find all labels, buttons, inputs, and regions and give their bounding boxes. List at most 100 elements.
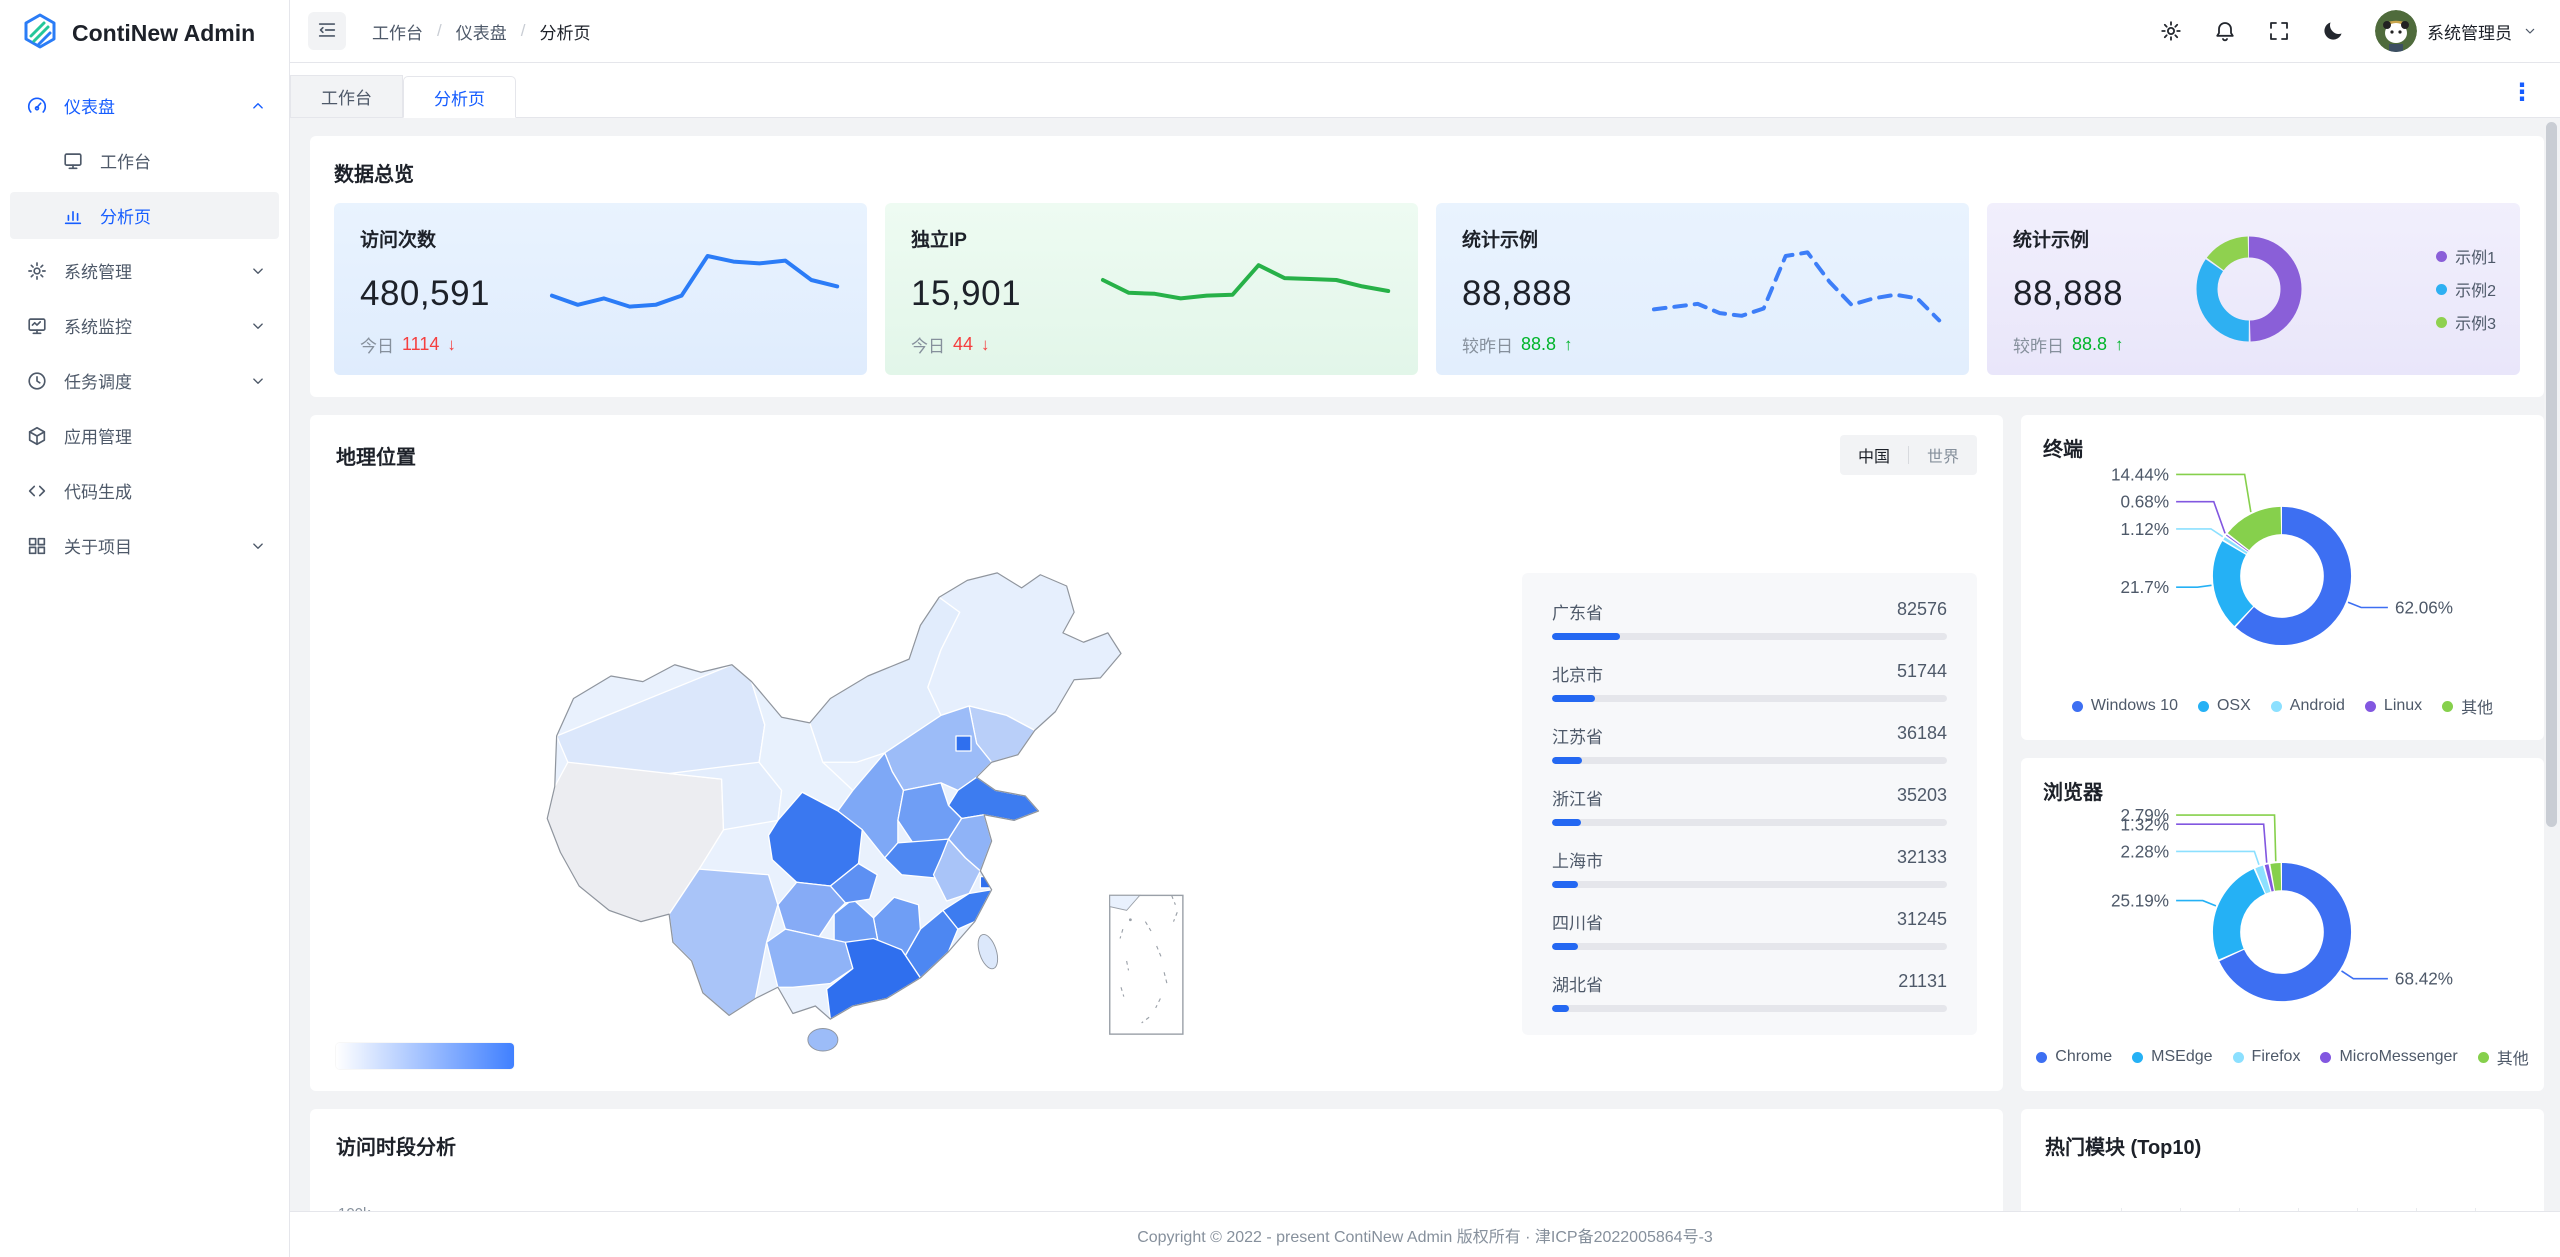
sidebar-item-应用管理[interactable]: 应用管理 bbox=[10, 412, 279, 459]
legend-item-Android[interactable]: Android bbox=[2270, 694, 2345, 718]
legend-item-示例2[interactable]: 示例2 bbox=[2436, 277, 2496, 301]
sidebar-item-关于项目[interactable]: 关于项目 bbox=[10, 522, 279, 569]
sparkline-chart bbox=[1100, 263, 1391, 301]
toggle-china[interactable]: 中国 bbox=[1857, 449, 1890, 466]
stat-card-统计示例: 统计示例 88,888 较昨日 88.8 ↑ bbox=[1436, 203, 1969, 375]
sidebar-item-分析页[interactable]: 分析页 bbox=[10, 192, 279, 239]
legend-label: 其他 bbox=[2496, 1051, 2529, 1068]
province-bar bbox=[1552, 881, 1947, 888]
stat-delta-label: 今日 bbox=[911, 337, 945, 356]
province-row-北京市: 北京市 51744 bbox=[1552, 661, 1947, 702]
province-name: 北京市 bbox=[1552, 666, 1603, 685]
app-logo[interactable]: ContiNew Admin bbox=[0, 0, 289, 66]
stat-value: 15,901 bbox=[911, 274, 1022, 313]
sidebar-item-仪表盘[interactable]: 仪表盘 bbox=[10, 82, 279, 129]
svg-text:2.79%: 2.79% bbox=[2120, 805, 2169, 825]
menu-fold-icon bbox=[316, 19, 338, 44]
chevron-down-icon bbox=[249, 317, 267, 335]
province-row-湖北省: 湖北省 21131 bbox=[1552, 971, 1947, 1012]
legend-dot bbox=[2270, 700, 2282, 712]
sidebar-item-工作台[interactable]: 工作台 bbox=[10, 137, 279, 184]
legend-dot bbox=[2477, 1051, 2489, 1063]
main-area: 工作台 / 仪表盘 / 分析页 bbox=[290, 0, 2560, 1257]
footer: Copyright © 2022 - present ContiNew Admi… bbox=[290, 1211, 2560, 1257]
fullscreen-icon[interactable] bbox=[2267, 19, 2291, 43]
geo-scope-toggle: 中国 世界 bbox=[1839, 435, 1977, 475]
scrollbar-thumb[interactable] bbox=[2546, 122, 2557, 827]
svg-text:1.32%: 1.32% bbox=[2120, 814, 2169, 834]
province-bar bbox=[1552, 633, 1947, 640]
china-map[interactable] bbox=[336, 481, 1522, 1086]
tab-工作台[interactable]: 工作台 bbox=[290, 75, 403, 117]
dark-mode-moon-icon[interactable] bbox=[2321, 19, 2345, 43]
breadcrumb-separator: / bbox=[437, 21, 442, 40]
user-menu[interactable]: 系统管理员 bbox=[2375, 10, 2538, 52]
sidebar-item-系统管理[interactable]: 系统管理 bbox=[10, 247, 279, 294]
topbar-actions: 系统管理员 bbox=[2159, 10, 2538, 52]
user-name[interactable]: 系统管理员 bbox=[2427, 23, 2512, 43]
sidebar: ContiNew Admin 仪表盘工作台分析页系统管理系统监控任务调度应用管理… bbox=[0, 0, 290, 1257]
province-value: 51744 bbox=[1896, 661, 1947, 681]
overview-section: 数据总览 访问次数 480,591 今日 1114 ↓ 独立IP 15,901 今日 44 ↓ 统计… bbox=[310, 136, 2544, 397]
dashboard-icon bbox=[26, 95, 48, 117]
notification-bell-icon[interactable] bbox=[2213, 19, 2237, 43]
legend-item-Chrome[interactable]: Chrome bbox=[2036, 1045, 2112, 1069]
copyright-text: Copyright © 2022 - present ContiNew Admi… bbox=[1137, 1228, 1713, 1246]
legend-item-Windows 10[interactable]: Windows 10 bbox=[2071, 694, 2178, 718]
sidebar-item-label: 系统监控 bbox=[64, 318, 132, 337]
breadcrumb-item[interactable]: 仪表盘 bbox=[455, 23, 507, 43]
chevron-down-icon bbox=[249, 537, 267, 555]
terminal-legend: Windows 10 OSX Android Linux 其他 bbox=[2043, 694, 2522, 722]
sidebar-collapse-button[interactable] bbox=[308, 12, 346, 50]
svg-text:2.28%: 2.28% bbox=[2120, 841, 2169, 861]
province-bar bbox=[1552, 943, 1947, 950]
legend-item-MicroMessenger[interactable]: MicroMessenger bbox=[2320, 1045, 2458, 1069]
avatar[interactable] bbox=[2375, 10, 2417, 52]
province-name: 广东省 bbox=[1552, 604, 1603, 623]
tab-分析页[interactable]: 分析页 bbox=[403, 76, 516, 118]
content: 数据总览 访问次数 480,591 今日 1114 ↓ 独立IP 15,901 今日 44 ↓ 统计… bbox=[290, 118, 2560, 1211]
legend-label: MSEdge bbox=[2151, 1048, 2213, 1065]
sidebar-item-任务调度[interactable]: 任务调度 bbox=[10, 357, 279, 404]
svg-text:0.68%: 0.68% bbox=[2120, 492, 2169, 512]
breadcrumb-item[interactable]: 分析页 bbox=[539, 23, 591, 43]
legend-item-Linux[interactable]: Linux bbox=[2364, 694, 2422, 718]
province-name: 浙江省 bbox=[1552, 790, 1603, 809]
hot-modules-title: 热门模块 (Top10) bbox=[2045, 1137, 2202, 1159]
tabs: 工作台 分析页 bbox=[290, 63, 516, 118]
stat-card-访问次数: 访问次数 480,591 今日 1114 ↓ bbox=[334, 203, 867, 375]
legend-item-其他[interactable]: 其他 bbox=[2477, 1045, 2529, 1069]
stat-delta-value: 1114 bbox=[402, 334, 440, 354]
tab-more-icon[interactable]: ⋮ bbox=[2510, 79, 2534, 106]
legend-dot bbox=[2436, 283, 2448, 295]
legend-item-OSX[interactable]: OSX bbox=[2197, 694, 2251, 718]
hot-module-row: 用户管理 bbox=[2045, 1208, 2520, 1211]
settings-icon[interactable] bbox=[2159, 19, 2183, 43]
stat-delta-arrow-icon: ↓ bbox=[981, 334, 990, 354]
legend-item-示例1[interactable]: 示例1 bbox=[2436, 244, 2496, 268]
sidebar-item-代码生成[interactable]: 代码生成 bbox=[10, 467, 279, 514]
stat-value: 88,888 bbox=[2013, 274, 2124, 313]
province-value: 82576 bbox=[1896, 599, 1947, 619]
toggle-world[interactable]: 世界 bbox=[1926, 449, 1959, 466]
sparkline-chart bbox=[549, 254, 840, 309]
legend-item-MSEdge[interactable]: MSEdge bbox=[2132, 1045, 2213, 1069]
legend-label: Windows 10 bbox=[2090, 697, 2178, 714]
legend-label: 其他 bbox=[2461, 700, 2494, 717]
legend-dot bbox=[2071, 700, 2083, 712]
time-analysis-section: 访问时段分析 100k bbox=[310, 1109, 2003, 1211]
legend-item-其他[interactable]: 其他 bbox=[2442, 694, 2493, 718]
province-name: 江苏省 bbox=[1552, 728, 1603, 747]
province-row-上海市: 上海市 32133 bbox=[1552, 847, 1947, 888]
sidebar-item-系统监控[interactable]: 系统监控 bbox=[10, 302, 279, 349]
legend-item-示例3[interactable]: 示例3 bbox=[2436, 310, 2496, 334]
province-value: 21131 bbox=[1898, 971, 1947, 991]
svg-text:21.7%: 21.7% bbox=[2120, 577, 2169, 597]
province-bar bbox=[1552, 695, 1947, 702]
legend-item-Firefox[interactable]: Firefox bbox=[2232, 1045, 2300, 1069]
breadcrumb-item[interactable]: 工作台 bbox=[372, 23, 423, 43]
toggle-divider bbox=[1907, 446, 1909, 464]
province-value: 32133 bbox=[1896, 847, 1947, 867]
legend-label: 示例1 bbox=[2455, 250, 2496, 267]
stat-title: 独立IP bbox=[911, 230, 967, 251]
